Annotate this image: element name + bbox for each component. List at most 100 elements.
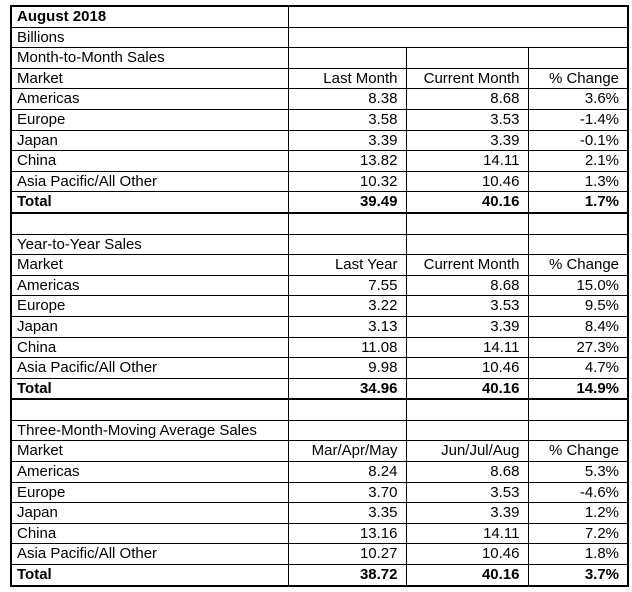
total-cell: 14.9% [527, 377, 629, 401]
market-cell: Japan [10, 502, 289, 524]
total-cell: 40.16 [405, 564, 529, 587]
market-cell: Americas [10, 88, 289, 110]
market-cell: China [10, 336, 289, 359]
value-cell: 7.2% [527, 522, 629, 545]
data-row: Americas 8.38 8.68 3.6% [10, 88, 629, 110]
value-cell: -1.4% [527, 108, 629, 131]
value-cell: -0.1% [527, 129, 629, 152]
market-cell: Americas [10, 461, 289, 483]
spacer-row [10, 398, 629, 421]
column-header-cell: Market [10, 440, 289, 463]
value-cell: -4.6% [527, 481, 629, 504]
empty-cell [527, 233, 629, 256]
value-cell: 3.6% [527, 88, 629, 110]
value-cell: 8.68 [405, 274, 529, 297]
value-cell: 10.46 [405, 357, 529, 379]
empty-cell [287, 212, 407, 235]
value-cell: 3.22 [287, 295, 407, 317]
section-title-row: Month-to-Month Sales [10, 47, 629, 69]
column-header-cell: % Change [527, 440, 629, 463]
empty-cell [527, 419, 629, 442]
data-row: Japan 3.39 3.39 -0.1% [10, 129, 629, 152]
empty-cell [287, 419, 407, 442]
market-cell: China [10, 522, 289, 545]
value-cell: 5.3% [527, 461, 629, 483]
report-units-cell: Billions [10, 26, 289, 49]
value-cell: 8.38 [287, 88, 407, 110]
sales-report-table: August 2018 Billions Month-to-Month Sales M… [10, 5, 630, 587]
section-title-cell: Three-Month-Moving Average Sales [10, 419, 289, 442]
empty-cell [10, 398, 289, 421]
market-cell: China [10, 150, 289, 172]
total-row: Total 34.96 40.16 14.9% [10, 377, 629, 401]
total-cell: 34.96 [287, 377, 407, 401]
value-cell: 3.39 [405, 315, 529, 338]
empty-cell [405, 398, 529, 421]
empty-cell [527, 398, 629, 421]
value-cell: 1.8% [527, 543, 629, 566]
total-cell: 40.16 [405, 191, 529, 214]
value-cell: 3.70 [287, 481, 407, 504]
total-cell: 1.7% [527, 191, 629, 214]
empty-cell [287, 233, 407, 256]
value-cell: 14.11 [405, 522, 529, 545]
section-title-row: Three-Month-Moving Average Sales [10, 419, 629, 442]
spacer-row [10, 212, 629, 235]
value-cell: 4.7% [527, 357, 629, 379]
value-cell: 3.13 [287, 315, 407, 338]
market-cell: Europe [10, 481, 289, 504]
column-header-cell: % Change [527, 67, 629, 90]
data-row: Americas 7.55 8.68 15.0% [10, 274, 629, 297]
total-cell: 40.16 [405, 377, 529, 401]
value-cell: 14.11 [405, 150, 529, 172]
empty-cell [405, 419, 529, 442]
value-cell: 1.3% [527, 170, 629, 193]
value-cell: 8.4% [527, 315, 629, 338]
column-header-row: Market Last Month Current Month% Change [10, 67, 629, 90]
column-header-cell: % Change [527, 254, 629, 276]
sales-report-body: August 2018 Billions Month-to-Month Sales M… [10, 5, 629, 587]
value-cell: 27.3% [527, 336, 629, 359]
data-row: China 13.82 14.11 2.1% [10, 150, 629, 172]
value-cell: 2.1% [527, 150, 629, 172]
value-cell: 13.82 [287, 150, 407, 172]
value-cell: 9.98 [287, 357, 407, 379]
empty-cell [10, 212, 289, 235]
total-cell: Total [10, 191, 289, 214]
data-row: Japan 3.35 3.39 1.2% [10, 502, 629, 524]
data-row: Asia Pacific/All Other 10.32 10.46 1.3% [10, 170, 629, 193]
value-cell: 3.53 [405, 295, 529, 317]
column-header-row: Market Last Year Current Month% Change [10, 254, 629, 276]
data-row: Asia Pacific/All Other 9.98 10.46 4.7% [10, 357, 629, 379]
total-cell: Total [10, 564, 289, 587]
section-title-cell: Month-to-Month Sales [10, 47, 289, 69]
value-cell: 3.39 [287, 129, 407, 152]
value-cell: 8.24 [287, 461, 407, 483]
value-cell: 3.35 [287, 502, 407, 524]
total-row: Total 39.49 40.16 1.7% [10, 191, 629, 214]
value-cell: 8.68 [405, 88, 529, 110]
total-row: Total 38.72 40.16 3.7% [10, 564, 629, 587]
value-cell: 14.11 [405, 336, 529, 359]
value-cell: 3.58 [287, 108, 407, 131]
empty-cell [527, 212, 629, 235]
market-cell: Asia Pacific/All Other [10, 357, 289, 379]
units-row: Billions [10, 26, 629, 49]
value-cell: 1.2% [527, 502, 629, 524]
column-header-cell: Last Month [287, 67, 407, 90]
market-cell: Europe [10, 295, 289, 317]
total-cell: 39.49 [287, 191, 407, 214]
column-header-cell: Current Month [405, 67, 529, 90]
value-cell: 11.08 [287, 336, 407, 359]
column-header-cell: Mar/Apr/May [287, 440, 407, 463]
value-cell: 15.0% [527, 274, 629, 297]
total-cell: 3.7% [527, 564, 629, 587]
column-header-cell: Market [10, 254, 289, 276]
empty-cell [405, 47, 529, 69]
value-cell: 10.46 [405, 543, 529, 566]
data-row: China 13.16 14.11 7.2% [10, 522, 629, 545]
column-header-row: Market Mar/Apr/May Jun/Jul/Aug% Change [10, 440, 629, 463]
title-row: August 2018 [10, 5, 629, 28]
market-cell: Asia Pacific/All Other [10, 543, 289, 566]
